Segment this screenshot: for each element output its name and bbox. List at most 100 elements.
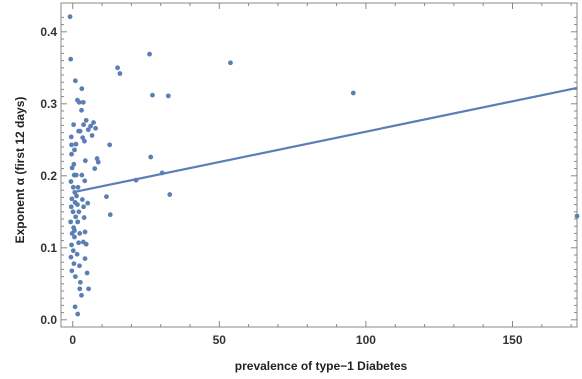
data-point [69,268,75,274]
data-point [70,184,76,190]
data-point [72,304,78,310]
data-point [68,219,74,225]
data-point [72,274,78,279]
data-point [69,165,75,171]
data-point [69,151,74,157]
data-point [92,166,98,172]
data-point [81,215,87,220]
data-point [147,51,152,57]
data-point [117,71,123,76]
data-point [68,254,74,260]
y-tick-label: 0.1 [40,241,57,255]
data-point [75,219,81,225]
regression-line [72,86,578,194]
data-point [93,125,98,131]
data-point [107,142,113,148]
data-point [148,154,154,160]
data-point [159,170,165,176]
data-point [84,270,90,276]
data-point [70,248,76,254]
data-point [68,56,74,62]
data-point [80,135,86,141]
data-point [72,147,77,153]
data-point [82,158,88,164]
data-point [82,138,87,144]
data-point [72,234,77,240]
y-tick-label: 0.4 [40,25,57,39]
data-point [79,86,85,92]
data-point [228,60,233,66]
data-point [77,263,82,269]
data-point [75,184,81,190]
data-point [76,99,82,105]
data-point [88,123,94,129]
data-point [73,172,79,178]
data-point [72,189,78,195]
x-tick-label: 50 [213,333,227,347]
data-point [67,14,73,20]
data-point [89,133,95,138]
data-point [83,117,89,123]
data-point [68,179,74,184]
y-tick-label: 0.2 [40,169,57,183]
data-point [86,286,91,292]
data-point [71,122,77,128]
data-point [82,256,88,261]
data-point [95,159,101,165]
data-point [150,92,155,98]
data-point [81,204,86,210]
data-point [165,93,171,99]
data-layer [67,14,580,317]
data-point [133,177,139,183]
data-point [72,78,78,84]
data-point [68,134,74,140]
data-point [76,240,81,246]
data-point [69,196,75,202]
x-tick-label: 100 [356,333,376,347]
data-point [74,193,79,199]
y-tick-label: 0.3 [40,97,57,111]
data-point [77,279,83,285]
x-tick-label: 150 [502,333,522,347]
data-point [85,127,91,133]
data-point [79,292,84,298]
data-point [76,128,81,134]
data-point [70,209,76,215]
data-point [107,212,113,218]
data-point [104,194,109,200]
data-point [74,251,80,257]
data-point [73,141,79,147]
data-point [91,120,96,125]
data-point [71,161,77,167]
data-point [68,204,74,210]
data-point [80,197,85,202]
data-point [76,209,82,215]
data-point [80,99,86,105]
x-tick-label: 0 [69,333,76,347]
data-point [75,311,81,317]
data-point [94,156,100,161]
data-point [75,202,80,208]
data-point [82,229,88,235]
y-axis-label: Exponent α (first 12 days) [13,97,27,244]
y-tick-label: 0.0 [40,313,57,327]
data-point [69,142,74,148]
data-point [350,90,356,96]
x-axis-label: prevalence of type−1 Diabetes [235,359,408,373]
data-point [71,261,77,267]
data-point [79,107,84,113]
data-point [72,228,77,233]
data-point [167,192,173,197]
data-point [574,213,580,219]
data-point [81,122,86,128]
data-point [77,231,83,236]
data-point [85,200,91,206]
data-point [77,286,83,292]
data-point [73,214,79,220]
data-point [83,241,89,247]
plot-frame [60,2,578,328]
data-point [79,172,85,178]
data-point [69,242,74,248]
